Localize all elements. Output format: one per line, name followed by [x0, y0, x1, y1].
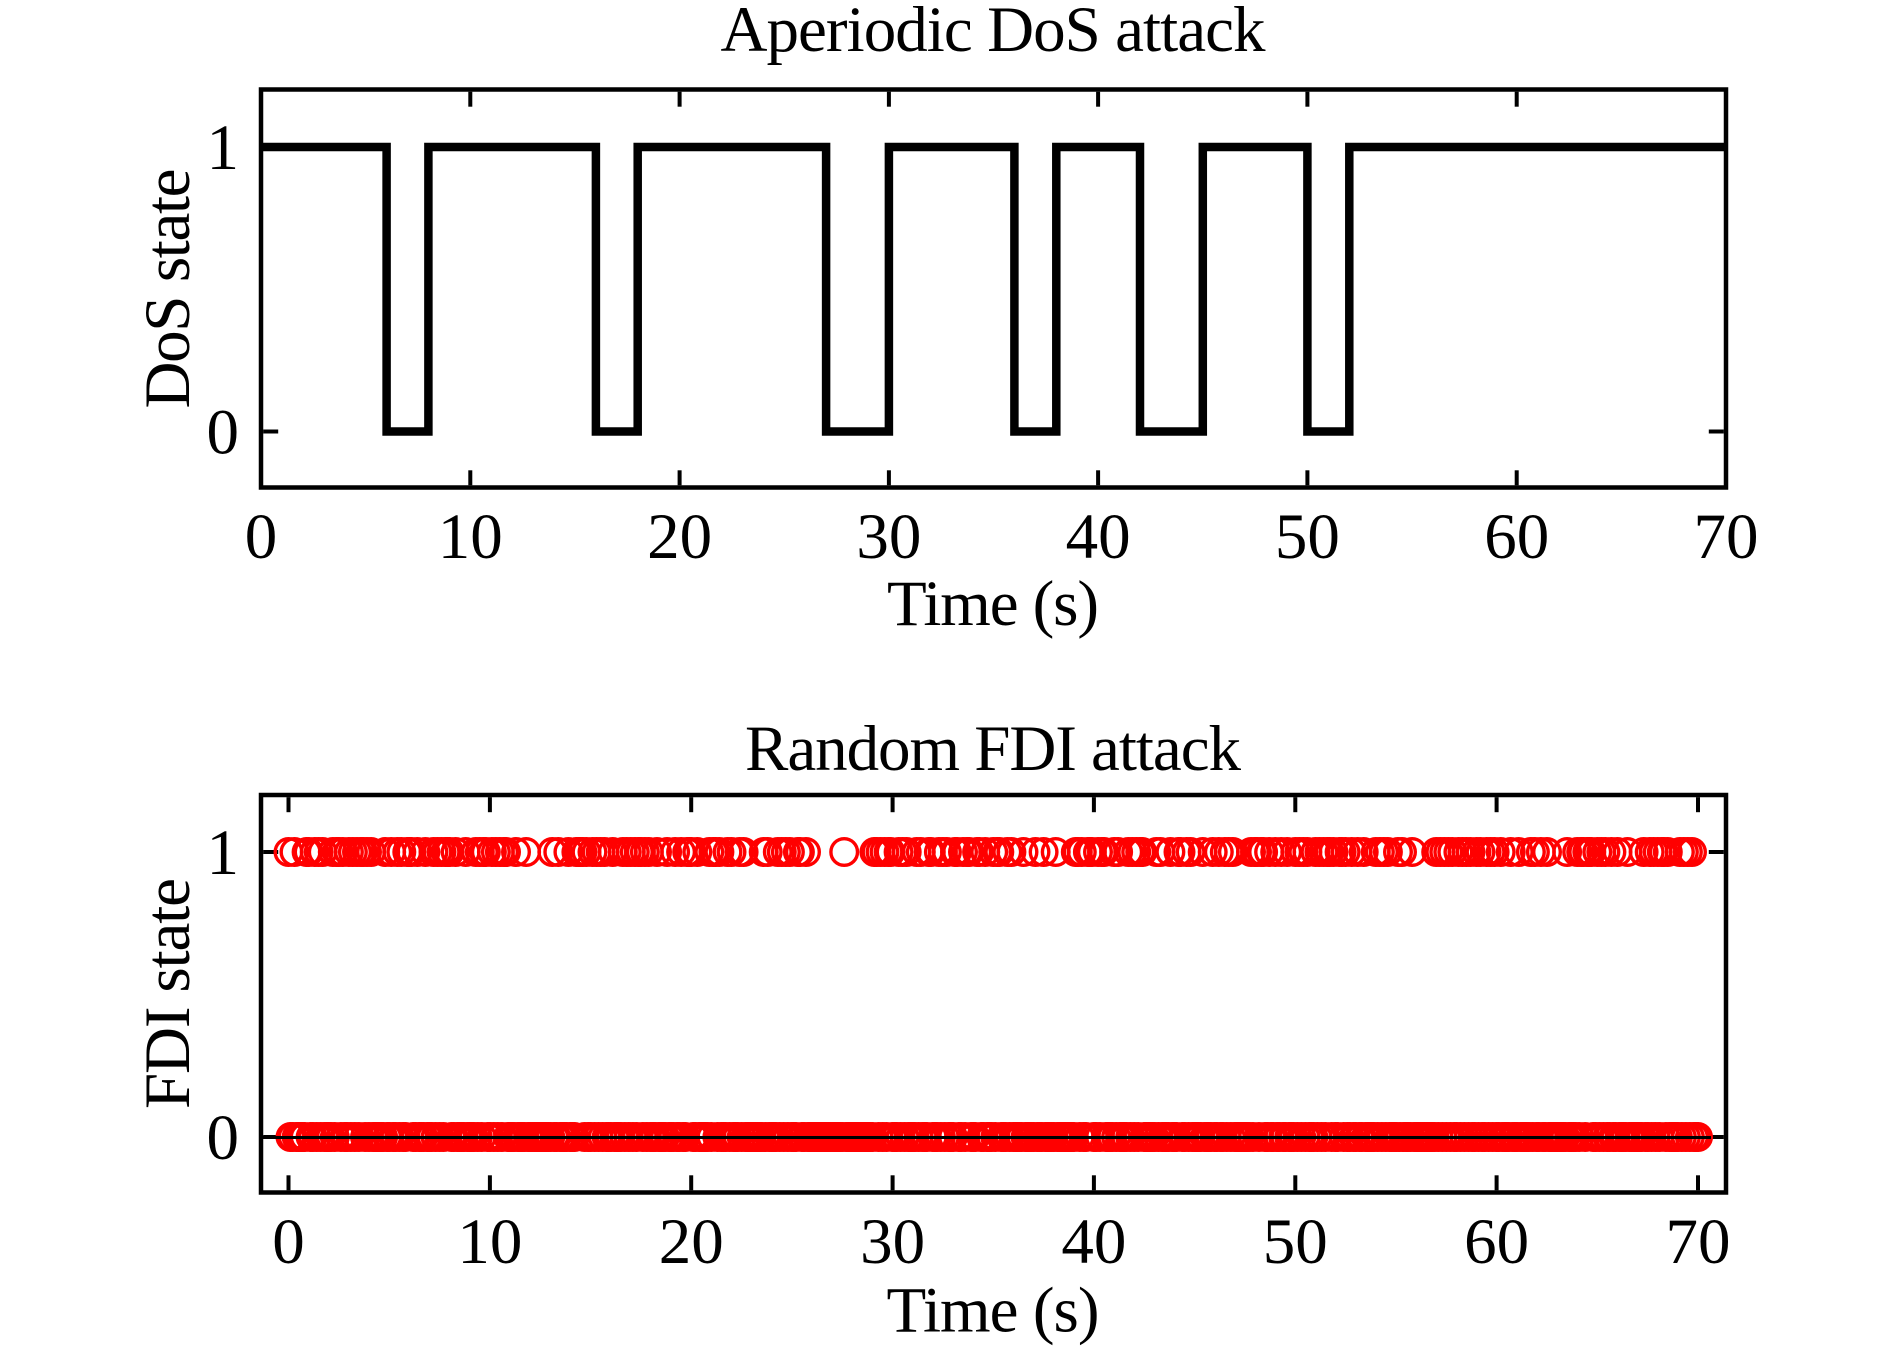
svg-text:50: 50	[1263, 1206, 1328, 1278]
svg-text:60: 60	[1464, 1206, 1529, 1278]
svg-text:10: 10	[457, 1206, 522, 1278]
svg-text:1: 1	[207, 817, 240, 889]
svg-text:10: 10	[438, 501, 503, 573]
svg-text:0: 0	[272, 1206, 305, 1278]
svg-text:70: 70	[1666, 1206, 1731, 1278]
svg-text:20: 20	[647, 501, 712, 573]
svg-text:40: 40	[1061, 1206, 1126, 1278]
svg-text:30: 30	[856, 501, 921, 573]
svg-text:FDI state: FDI state	[132, 878, 204, 1109]
svg-text:DoS state: DoS state	[132, 169, 204, 409]
svg-text:Time (s): Time (s)	[887, 568, 1099, 640]
svg-text:Random FDI attack: Random FDI attack	[745, 713, 1242, 785]
svg-text:70: 70	[1694, 501, 1759, 573]
svg-text:0: 0	[207, 397, 240, 469]
svg-text:30: 30	[860, 1206, 925, 1278]
svg-text:Aperiodic DoS attack: Aperiodic DoS attack	[721, 0, 1267, 66]
svg-text:40: 40	[1066, 501, 1131, 573]
svg-text:20: 20	[659, 1206, 724, 1278]
svg-text:60: 60	[1484, 501, 1549, 573]
svg-text:Time (s): Time (s)	[887, 1275, 1100, 1347]
svg-text:50: 50	[1275, 501, 1340, 573]
svg-text:0: 0	[207, 1102, 240, 1174]
svg-text:1: 1	[207, 112, 240, 184]
svg-text:0: 0	[245, 501, 278, 573]
